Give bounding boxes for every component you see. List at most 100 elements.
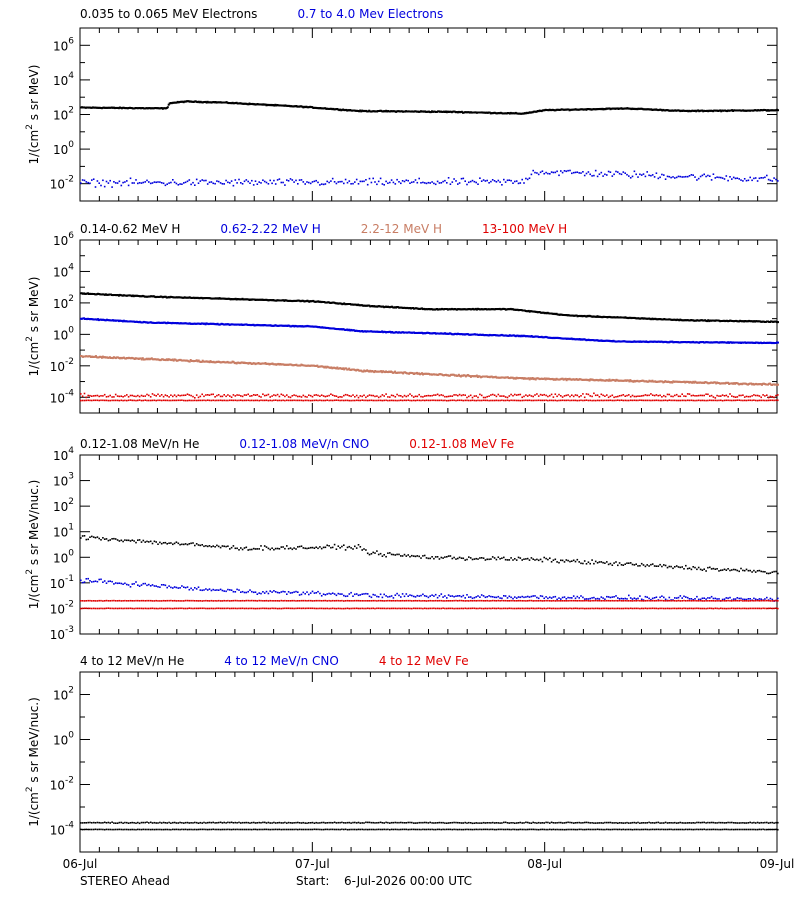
data-point [394,594,397,596]
data-point [670,565,672,568]
data-point [594,598,597,600]
data-point [234,179,237,181]
data-point [769,399,772,402]
data-point [400,182,402,185]
data-point [194,184,196,186]
data-point [188,543,191,545]
data-point [725,175,728,177]
data-point [141,357,144,360]
data-point [129,399,132,401]
data-point [421,372,423,375]
data-point [692,174,694,176]
data-point [508,595,511,598]
data-point [352,595,354,597]
data-point [694,399,696,402]
data-point [747,399,750,402]
series-black [80,292,779,324]
data-point [777,399,779,402]
data-point [240,395,242,397]
data-point [205,179,207,182]
data-point [642,564,645,566]
data-point [738,394,740,397]
data-point [571,172,573,175]
data-point [547,395,549,398]
y-tick-label: 10-2 [50,357,74,374]
data-point [572,559,575,562]
data-point [157,399,159,402]
data-point [263,592,266,594]
data-point [300,545,303,547]
data-point [100,395,102,397]
data-point [269,399,271,402]
data-point [447,555,450,557]
data-point [346,399,349,402]
data-point [230,546,233,549]
data-point [262,549,264,551]
data-point [469,596,472,598]
legend-label: 0.7 to 4.0 Mev Electrons [297,7,443,21]
data-point [650,399,652,402]
data-point [591,395,593,398]
data-point [315,394,317,396]
data-point [96,536,99,538]
data-point [322,183,325,186]
data-point [348,399,351,402]
data-point [692,599,694,601]
data-point [458,182,461,184]
data-point [556,598,558,601]
data-point [354,181,356,183]
data-point [565,399,568,402]
data-point [328,545,330,547]
data-point [238,549,240,551]
data-point [298,399,301,402]
data-point [140,399,143,402]
data-point [596,175,599,178]
data-point [646,394,648,397]
data-point [751,571,753,573]
data-point [118,540,121,542]
data-point [646,596,648,598]
data-point [203,395,205,398]
data-point [366,395,369,397]
data-point [105,396,108,398]
data-point [721,177,724,179]
data-point [480,180,483,182]
data-point [594,394,597,397]
data-point [550,597,553,599]
data-point [216,394,218,397]
data-point [273,179,275,182]
data-point [429,395,431,397]
data-point [545,394,547,397]
data-point [743,569,746,572]
data-point [368,553,371,556]
data-point [611,596,614,598]
data-point [179,587,181,589]
data-point [273,590,275,592]
data-point [756,180,759,182]
data-point [521,396,523,399]
data-point [696,595,698,598]
data-point [83,179,86,182]
data-point [440,556,443,559]
data-point [628,399,630,402]
data-point [525,399,527,402]
data-point [326,180,328,183]
data-point [177,184,180,186]
data-point [313,547,316,549]
data-point [263,180,266,183]
legend-label: 0.12-1.08 MeV Fe [409,437,514,451]
data-point [274,394,277,397]
data-point [455,595,457,597]
data-point [699,568,702,571]
data-point [468,395,470,398]
data-point [120,184,123,187]
data-point [343,182,345,185]
data-point [549,173,551,175]
data-point [554,558,557,561]
data-point [710,179,713,181]
data-point [348,593,351,595]
data-point [431,181,433,183]
data-point [390,399,393,402]
data-point [179,183,181,185]
data-point [337,592,340,595]
